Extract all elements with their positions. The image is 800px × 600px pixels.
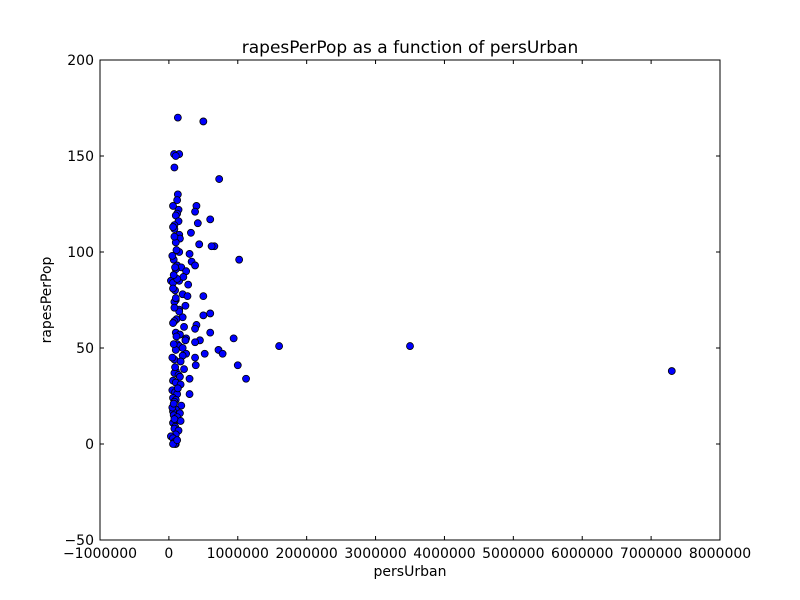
data-point [172, 246, 181, 254]
data-point [170, 303, 179, 312]
data-point [171, 263, 179, 272]
x-tick-label: 6000000 [551, 546, 613, 562]
data-point [176, 357, 185, 366]
x-tick-label: 4000000 [413, 546, 475, 562]
data-point [170, 232, 179, 241]
data-point [180, 322, 188, 331]
chart-title: rapesPerPop as a function of persUrban [242, 38, 579, 58]
data-point [185, 250, 194, 258]
data-point [191, 361, 200, 370]
x-tick-label: −1000000 [63, 546, 137, 562]
data-point [191, 324, 199, 333]
x-tick-label: 2000000 [275, 546, 337, 562]
data-point [191, 338, 199, 347]
data-point [191, 207, 199, 216]
x-tick-label: 3000000 [344, 546, 406, 562]
data-point [184, 280, 193, 289]
data-point [171, 363, 179, 372]
data-point [173, 113, 182, 122]
y-tick-label: −50 [64, 533, 94, 549]
data-point [173, 384, 182, 393]
data-point [169, 284, 177, 293]
data-point [235, 255, 244, 264]
x-tick-label: 7000000 [620, 546, 682, 562]
data-point [177, 401, 186, 410]
x-axis-label: persUrban [374, 564, 447, 580]
x-tick-label: 1000000 [207, 546, 269, 562]
data-point [275, 342, 284, 350]
data-point [173, 196, 182, 205]
data-point [172, 332, 181, 341]
data-point [170, 163, 179, 172]
data-point [169, 319, 177, 327]
data-point [185, 390, 194, 398]
data-point [206, 328, 215, 337]
y-tick-label: 200 [67, 53, 94, 69]
data-point [229, 334, 238, 343]
data-point [199, 311, 208, 320]
data-points [167, 113, 676, 448]
data-point [173, 436, 182, 445]
data-point [199, 117, 208, 126]
y-tick-label: 150 [67, 149, 94, 165]
data-point [218, 349, 227, 358]
data-point [195, 240, 204, 249]
data-point [171, 294, 180, 302]
data-point [193, 219, 202, 228]
data-point [207, 242, 216, 251]
data-point [181, 336, 190, 345]
y-tick-label: 50 [76, 341, 94, 357]
plot-area-frame [99, 59, 721, 541]
data-point [667, 367, 676, 375]
data-point [169, 202, 177, 210]
data-point [169, 271, 178, 279]
data-point [200, 349, 209, 358]
data-point [187, 228, 195, 237]
x-tick-label: 0 [164, 546, 173, 562]
data-point [215, 175, 224, 183]
data-point [181, 301, 190, 310]
data-point [199, 292, 208, 301]
x-tick-label: 8000000 [689, 546, 751, 562]
data-point [191, 261, 199, 270]
data-point [171, 152, 180, 160]
data-point [183, 292, 192, 301]
x-tick-label: 5000000 [482, 546, 544, 562]
y-axis-ticks: −50 0 50 100 150 200 [64, 53, 720, 549]
data-point [206, 215, 215, 224]
data-point [169, 340, 178, 349]
data-point [242, 374, 250, 383]
y-tick-label: 0 [85, 437, 94, 453]
data-point [168, 251, 177, 260]
y-tick-label: 100 [67, 245, 94, 261]
data-point [233, 361, 242, 370]
data-point [191, 353, 199, 362]
data-point [406, 342, 414, 350]
data-point [185, 374, 194, 383]
data-point [206, 309, 215, 318]
y-axis-label: rapesPerPop [39, 256, 55, 343]
data-point [170, 415, 179, 423]
data-point [180, 365, 188, 374]
data-point [169, 399, 178, 408]
data-point [168, 353, 177, 362]
data-point [176, 372, 184, 381]
data-point [169, 223, 177, 231]
